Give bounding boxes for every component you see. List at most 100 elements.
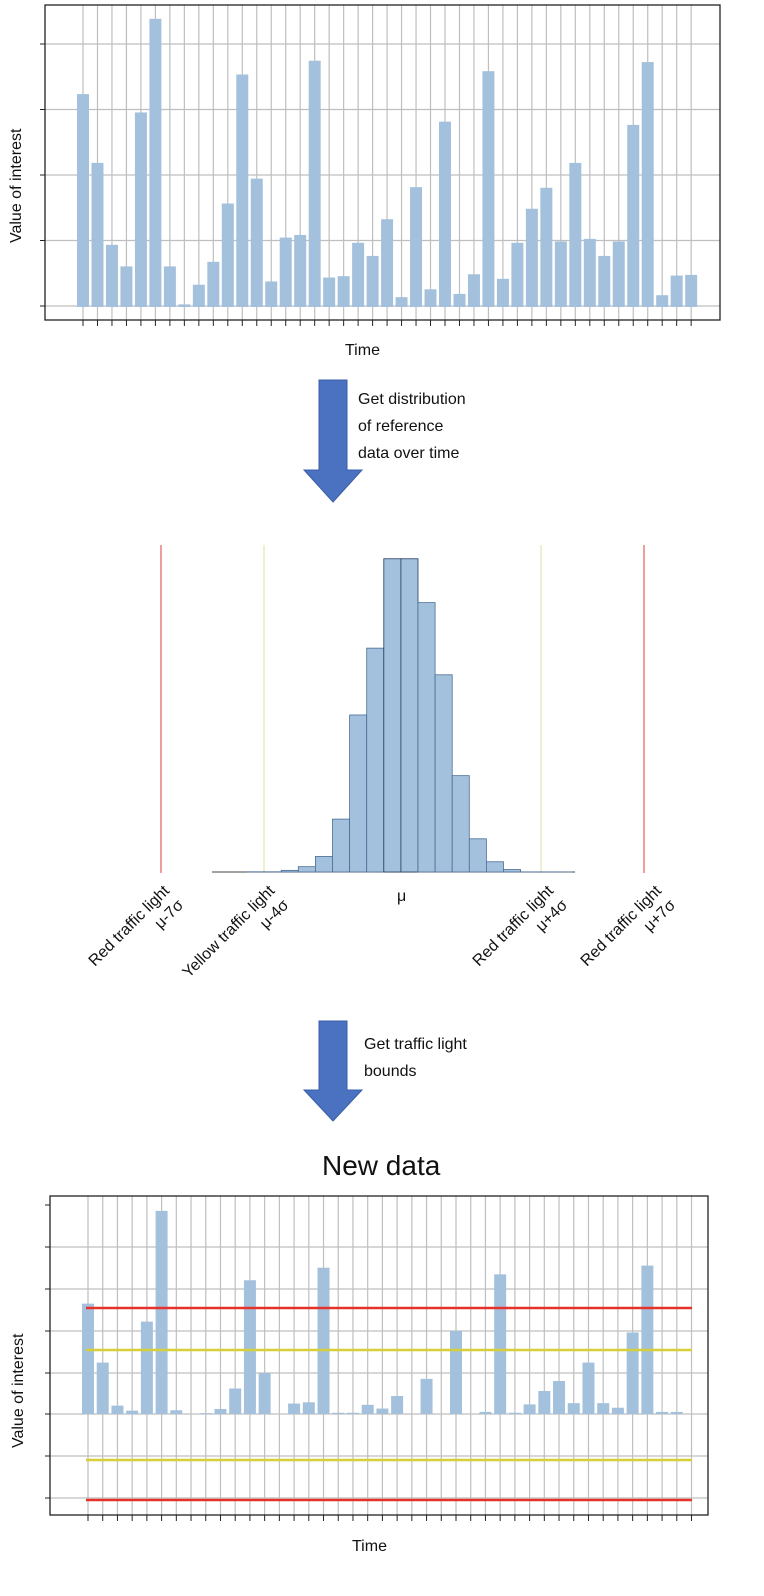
data-bar xyxy=(626,1332,639,1414)
data-bar xyxy=(450,1330,462,1414)
data-bar xyxy=(582,1362,595,1414)
data-bar xyxy=(525,208,538,307)
top-chart-bars xyxy=(77,18,698,308)
hist-bar xyxy=(280,869,299,873)
data-bar xyxy=(155,1210,168,1414)
data-bar xyxy=(243,1280,256,1414)
data-bar xyxy=(538,1391,551,1414)
data-bar xyxy=(569,162,582,307)
data-bar xyxy=(82,1303,94,1414)
data-bar xyxy=(120,266,133,307)
data-bar xyxy=(553,1380,566,1414)
top-chart-ylabel: Value of interest xyxy=(8,128,25,243)
data-bar xyxy=(554,241,567,307)
data-bar xyxy=(250,178,263,307)
data-bar xyxy=(641,1265,654,1414)
hist-bar xyxy=(417,602,436,873)
hist-bar xyxy=(434,674,453,873)
data-bar xyxy=(163,266,176,307)
chart-frame xyxy=(49,1195,709,1516)
data-bar xyxy=(494,1274,507,1414)
data-bar xyxy=(288,1403,301,1414)
data-bar xyxy=(221,203,234,307)
data-bar xyxy=(96,1362,109,1414)
top-chart-xlabel: Time xyxy=(345,342,380,359)
hist-bar xyxy=(485,861,504,873)
hist-bar xyxy=(349,714,368,873)
data-bar xyxy=(170,1410,183,1414)
data-bar xyxy=(598,255,611,307)
data-bar xyxy=(346,1412,359,1414)
data-bar xyxy=(424,289,437,307)
data-bar xyxy=(366,255,379,307)
data-bar xyxy=(627,124,640,307)
data-bar xyxy=(265,281,278,307)
data-bar xyxy=(361,1404,374,1414)
data-bar xyxy=(140,1321,153,1414)
data-bar xyxy=(583,238,596,307)
data-bar xyxy=(523,1404,536,1414)
data-bar xyxy=(611,1407,624,1414)
data-bar xyxy=(670,275,683,307)
data-bar xyxy=(420,1378,433,1414)
bottom-chart-axes xyxy=(45,1195,709,1521)
label-mu: μ xyxy=(397,888,407,905)
data-bar xyxy=(376,1408,389,1414)
data-bar xyxy=(199,1413,212,1414)
hist-bar xyxy=(468,838,487,873)
data-bar xyxy=(302,1402,315,1414)
chart-frame xyxy=(44,4,721,321)
arrow-shape xyxy=(302,1020,364,1122)
data-bar xyxy=(134,112,147,307)
data-bar xyxy=(467,274,480,307)
data-bar xyxy=(656,295,669,307)
data-bar xyxy=(670,1411,683,1414)
data-bar xyxy=(453,293,466,307)
bottom-chart-title: New data xyxy=(322,1150,441,1181)
data-bar xyxy=(337,276,350,307)
data-bar xyxy=(540,187,553,307)
data-bar xyxy=(332,1412,345,1414)
step-arrow-1 xyxy=(302,379,364,503)
data-bar xyxy=(178,304,191,307)
data-bar xyxy=(496,278,509,307)
data-bar xyxy=(479,1411,492,1414)
hist-bar xyxy=(451,775,470,873)
data-bar xyxy=(111,1405,124,1414)
data-bar xyxy=(395,297,408,307)
hist-bar xyxy=(332,818,351,873)
data-bar xyxy=(105,244,118,307)
hist-bar xyxy=(503,869,522,873)
data-bar xyxy=(656,1411,669,1414)
data-bar xyxy=(612,241,625,307)
data-bar xyxy=(214,1408,227,1414)
step-arrow-2 xyxy=(302,1020,364,1122)
data-bar xyxy=(317,1267,330,1414)
data-bar xyxy=(511,242,524,307)
hist-bar xyxy=(297,866,316,873)
hist-bar xyxy=(314,856,333,873)
data-bar xyxy=(91,162,104,307)
bottom-chart-ylabel: Value of interest xyxy=(10,1333,27,1448)
data-bar xyxy=(597,1403,610,1414)
bottom-chart-traffic-lines xyxy=(86,1306,692,1502)
data-bar xyxy=(482,71,495,307)
bottom-chart-bars xyxy=(82,1210,683,1414)
data-bar xyxy=(192,284,205,307)
data-bar xyxy=(323,277,336,307)
data-bar xyxy=(381,219,394,307)
data-bar xyxy=(685,274,698,307)
data-bar xyxy=(126,1410,139,1414)
data-bar xyxy=(308,60,321,307)
distribution-bars xyxy=(246,558,573,873)
data-bar xyxy=(236,74,249,307)
data-bar xyxy=(439,121,451,307)
hist-bar xyxy=(400,558,419,873)
data-bar xyxy=(258,1373,271,1414)
data-bar xyxy=(229,1388,242,1414)
step-2-text: Get traffic light bounds xyxy=(364,1036,467,1080)
data-bar xyxy=(391,1396,404,1414)
data-bar xyxy=(410,187,423,307)
hist-bar xyxy=(383,558,402,873)
